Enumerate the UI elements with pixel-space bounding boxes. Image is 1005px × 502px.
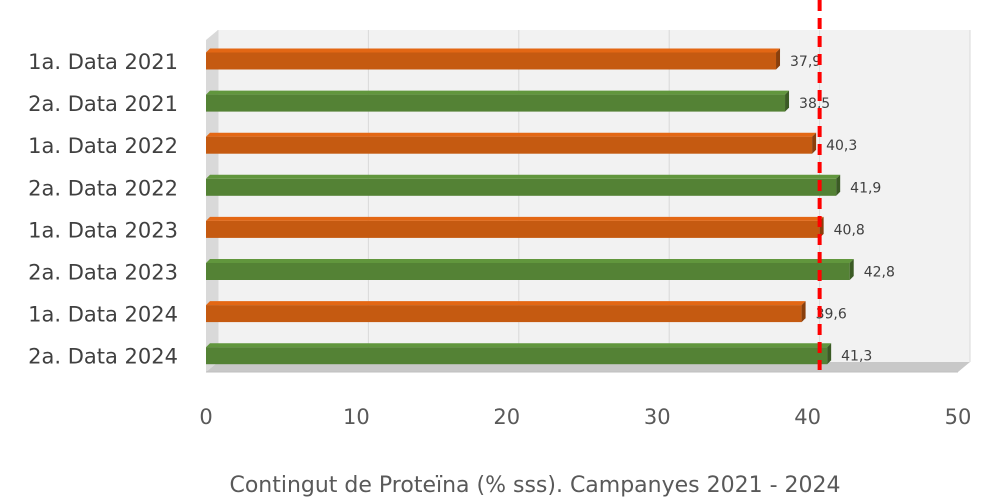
bar-front-face [206, 52, 777, 70]
data-label: 41,3 [841, 349, 872, 365]
bar-front-face [206, 94, 786, 112]
bar-top-face [206, 301, 806, 306]
bars [206, 48, 854, 365]
bar-front-face [206, 263, 850, 280]
category-label: 2a. Data 2022 [28, 176, 178, 200]
bar-end-face [827, 343, 832, 365]
category-label: 1a. Data 2021 [28, 50, 178, 74]
x-axis-title: Contingut de Proteïna (% sss). Campanyes… [229, 473, 840, 498]
bar-top-face [206, 343, 832, 348]
x-tick-label: 40 [794, 405, 821, 429]
bar-front-face [206, 220, 820, 238]
bar [206, 174, 841, 196]
x-tick-label: 0 [199, 405, 212, 429]
x-tick-label: 20 [493, 405, 520, 429]
bar-front-face [206, 136, 813, 154]
data-label: 41,9 [850, 180, 881, 196]
bar [206, 48, 781, 70]
bar-end-face [801, 301, 806, 323]
bar [206, 259, 854, 280]
x-tick-labels: 0 10 20 30 40 50 [199, 405, 971, 429]
bar-end-face [836, 174, 841, 196]
bar-end-face [776, 48, 781, 70]
bar-top-face [206, 216, 824, 221]
data-label: 39,6 [816, 307, 847, 323]
data-label: 42,8 [864, 265, 895, 281]
bar-front-face [206, 178, 837, 196]
data-label: 37,9 [790, 54, 821, 70]
bar-top-face [206, 259, 854, 263]
bar [206, 132, 817, 154]
bar [206, 343, 832, 365]
data-label: 40,8 [834, 222, 865, 238]
bar-front-face [206, 347, 828, 365]
bar-end-face [785, 90, 790, 112]
x-tick-label: 30 [644, 405, 671, 429]
bar-end-face [849, 259, 854, 280]
category-label: 2a. Data 2023 [28, 261, 178, 285]
category-label: 1a. Data 2024 [28, 303, 178, 327]
data-labels: 37,9 38,5 40,3 41,9 40,8 42,8 39,6 41,3 [790, 54, 895, 365]
floor [206, 362, 970, 372]
category-label: 2a. Data 2021 [28, 92, 178, 116]
bar-top-face [206, 48, 781, 53]
bar-front-face [206, 305, 802, 323]
side-wall [206, 30, 218, 372]
category-label: 2a. Data 2024 [28, 345, 178, 369]
bar-top-face [206, 174, 841, 179]
bar-top-face [206, 132, 817, 137]
data-label: 38,5 [799, 96, 830, 112]
bar [206, 216, 824, 238]
bar [206, 301, 806, 323]
x-tick-label: 50 [945, 405, 972, 429]
x-tick-label: 10 [343, 405, 370, 429]
category-label: 1a. Data 2023 [28, 218, 178, 242]
bar-top-face [206, 90, 790, 95]
category-label: 1a. Data 2022 [28, 134, 178, 158]
bar [206, 90, 790, 112]
bar-end-face [812, 132, 817, 154]
category-labels: 1a. Data 2021 2a. Data 2021 1a. Data 2022 2… [28, 50, 178, 369]
data-label: 40,3 [826, 138, 857, 154]
